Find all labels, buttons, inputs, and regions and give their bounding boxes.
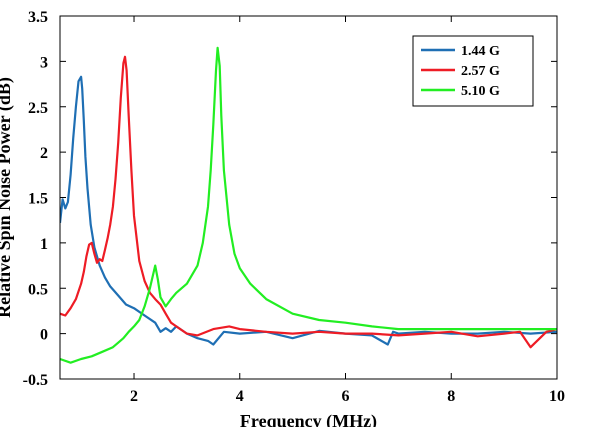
x-tick-label: 8 (447, 388, 455, 405)
x-tick-label: 6 (342, 388, 350, 405)
y-tick-label: 2.5 (28, 100, 48, 117)
legend-label: 2.57 G (461, 64, 500, 79)
x-tick-label: 10 (549, 388, 565, 405)
y-tick-label: 0.5 (28, 281, 48, 298)
x-tick-label: 2 (130, 388, 138, 405)
series-layer (60, 46, 557, 364)
y-tick-label: 3 (40, 54, 48, 71)
legend-label: 5.10 G (461, 84, 500, 99)
y-tick-label: 1 (40, 236, 48, 253)
series-line-5-10-g (60, 46, 557, 364)
series-line-2-57-g (60, 55, 557, 349)
y-axis-title: Relative Spin Noise Power (dB) (0, 77, 15, 318)
y-tick-label: 1.5 (28, 191, 48, 208)
tick-labels-layer: 2 4 6 8 10 -0.5 0 0.5 1 1.5 2 2.5 3 3.5 (23, 9, 565, 405)
series-line-1-44-g (60, 75, 557, 346)
y-tick-label: -0.5 (23, 372, 48, 389)
y-tick-label: 0 (40, 327, 48, 344)
x-tick-label: 4 (236, 388, 244, 405)
ticks-layer (60, 15, 558, 380)
x-axis-title: Frequency (MHz) (240, 411, 377, 427)
y-tick-label: 3.5 (28, 9, 48, 26)
legend: 1.44 G 2.57 G 5.10 G (412, 35, 534, 107)
legend-label: 1.44 G (461, 44, 500, 59)
y-tick-label: 2 (40, 145, 48, 162)
